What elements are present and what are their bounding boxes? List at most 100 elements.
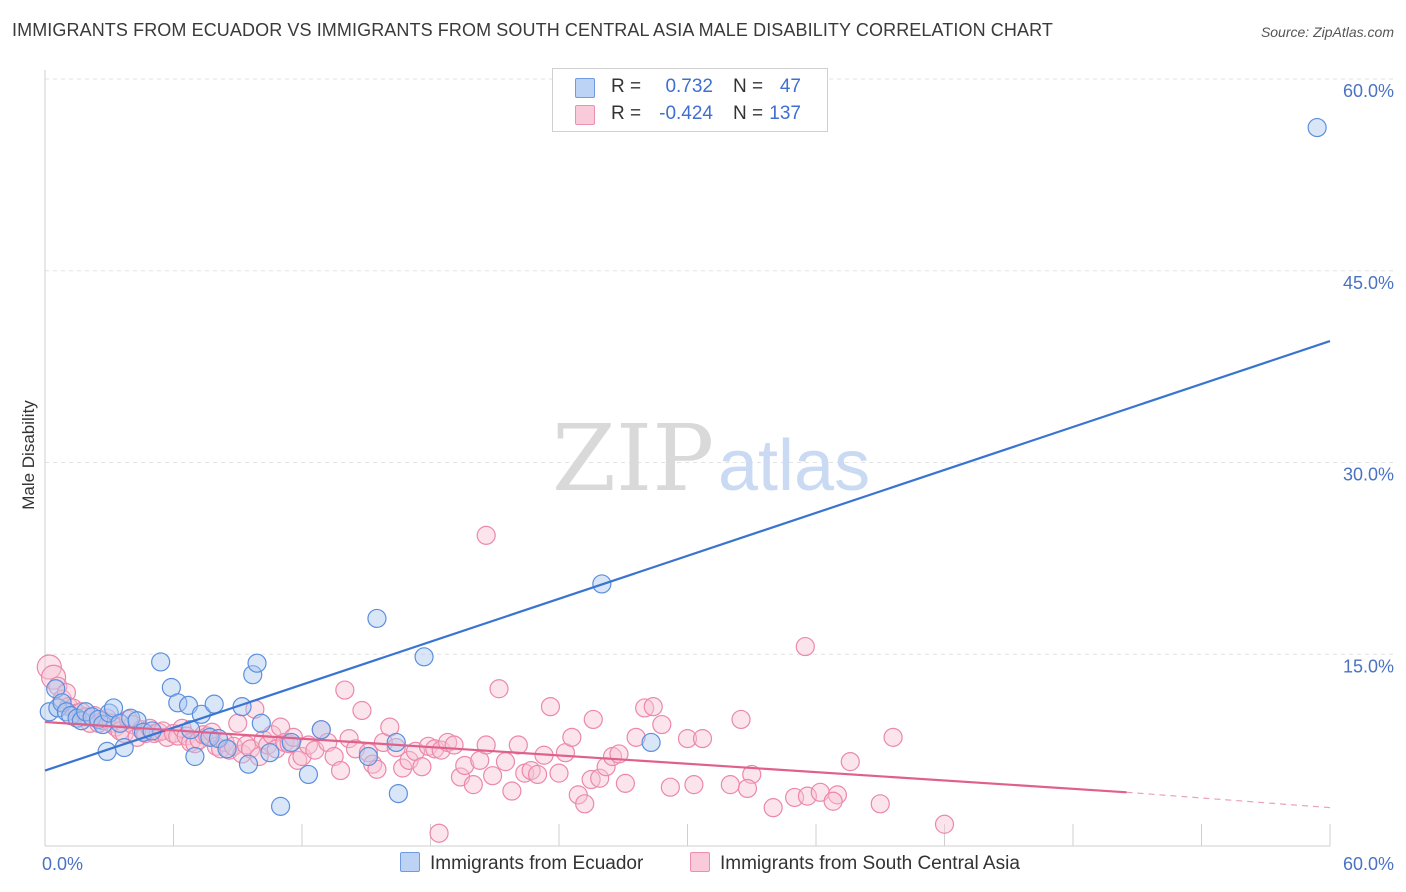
y-tick-label: 45.0% — [1343, 273, 1394, 293]
point-south-central-asia — [934, 814, 955, 834]
point-ecuador — [641, 732, 661, 753]
point-south-central-asia — [324, 746, 344, 767]
series-legend-south-central-asia: Immigrants from South Central Asia — [690, 852, 1020, 875]
trend-line-south-central-asia — [44, 720, 1127, 794]
point-south-central-asia — [412, 757, 432, 777]
grid — [45, 78, 1395, 655]
point-south-central-asia — [463, 775, 483, 795]
point-south-central-asia — [228, 713, 248, 733]
series-legend-ecuador: Immigrants from Ecuador — [400, 852, 643, 875]
point-ecuador — [311, 720, 331, 740]
stats-legend: R = 0.732 N = 47 R = -0.424 N = 137 — [552, 68, 828, 132]
point-south-central-asia — [626, 727, 646, 747]
chart-source: Source: ZipAtlas.com — [1260, 24, 1394, 40]
point-south-central-asia — [330, 760, 351, 781]
point-ecuador — [217, 739, 237, 759]
legend-r-value: 0.732 — [665, 76, 713, 97]
point-south-central-asia — [455, 755, 475, 776]
point-ecuador — [1307, 117, 1327, 138]
point-ecuador — [251, 713, 271, 733]
y-tick-label: 15.0% — [1343, 656, 1394, 676]
legend-swatch-ecuador — [575, 78, 595, 98]
point-south-central-asia — [36, 654, 62, 680]
point-ecuador — [247, 653, 267, 673]
point-ecuador — [243, 665, 263, 685]
point-south-central-asia — [502, 781, 522, 801]
legend-r-value: -0.424 — [659, 103, 713, 124]
point-south-central-asia — [795, 636, 815, 657]
point-ecuador — [204, 694, 224, 714]
point-ecuador — [185, 746, 205, 767]
point-south-central-asia — [883, 727, 903, 747]
y-axis-label: Male Disability — [19, 400, 38, 510]
point-ecuador — [367, 608, 387, 629]
series-swatch-south-central-asia — [690, 852, 710, 872]
point-south-central-asia — [652, 714, 672, 735]
point-south-central-asia — [763, 798, 783, 818]
point-south-central-asia — [335, 680, 355, 700]
chart-title: IMMIGRANTS FROM ECUADOR VS IMMIGRANTS FR… — [12, 20, 1053, 40]
point-south-central-asia — [575, 794, 595, 814]
x-tick-marks — [173, 824, 1331, 846]
legend-row-south-central-asia: R = -0.424 N = 137 — [553, 101, 827, 127]
point-south-central-asia — [483, 766, 503, 786]
series-name-ecuador: Immigrants from Ecuador — [430, 853, 644, 874]
point-south-central-asia — [352, 700, 372, 721]
point-south-central-asia — [840, 752, 860, 772]
point-ecuador — [388, 783, 408, 804]
point-south-central-asia — [737, 778, 758, 799]
point-south-central-asia — [615, 773, 635, 793]
point-ecuador — [127, 711, 147, 731]
watermark-zip: ZIP — [552, 405, 714, 512]
point-south-central-asia — [583, 709, 603, 730]
point-south-central-asia — [429, 823, 449, 843]
series-swatch-ecuador — [400, 852, 420, 872]
point-south-central-asia — [489, 679, 509, 699]
y-tick-labels: 15.0% 30.0% 45.0% 60.0% — [1343, 81, 1394, 676]
point-south-central-asia — [660, 777, 680, 797]
legend-n-value: 47 — [779, 76, 801, 97]
point-south-central-asia — [684, 775, 704, 795]
point-south-central-asia — [40, 664, 67, 690]
point-ecuador — [151, 652, 171, 672]
point-ecuador — [414, 647, 434, 667]
point-south-central-asia — [823, 791, 843, 811]
point-ecuador — [260, 743, 280, 763]
point-south-central-asia — [386, 737, 406, 758]
point-ecuador — [298, 764, 319, 785]
point-ecuador — [281, 732, 301, 753]
point-south-central-asia — [540, 697, 561, 717]
legend-r-label: R = — [611, 76, 642, 97]
trend-line-ecuador — [44, 340, 1331, 772]
legend-swatch-south-central-asia — [575, 105, 595, 125]
point-ecuador — [270, 796, 291, 816]
point-south-central-asia — [692, 729, 713, 749]
point-south-central-asia — [393, 758, 413, 778]
point-south-central-asia — [495, 752, 516, 772]
point-ecuador — [181, 720, 201, 740]
data-points — [36, 117, 1327, 843]
point-south-central-asia — [797, 786, 818, 806]
point-south-central-asia — [270, 717, 291, 737]
point-south-central-asia — [527, 764, 548, 785]
y-tick-label: 60.0% — [1343, 81, 1394, 101]
point-south-central-asia — [720, 775, 740, 795]
x-tick-label-min: 0.0% — [42, 854, 83, 874]
point-ecuador — [46, 679, 66, 699]
point-south-central-asia — [731, 709, 751, 730]
legend-n-label: N = — [733, 103, 764, 124]
point-south-central-asia — [444, 735, 464, 755]
point-south-central-asia — [476, 525, 496, 545]
point-south-central-asia — [590, 768, 610, 788]
point-south-central-asia — [431, 740, 451, 760]
point-ecuador — [386, 732, 406, 753]
point-south-central-asia — [870, 794, 890, 814]
legend-n-value: 137 — [769, 103, 801, 124]
point-ecuador — [238, 754, 259, 774]
point-south-central-asia — [549, 763, 569, 783]
trend-line-extension-south-central-asia — [1126, 791, 1331, 809]
series-name-south-central-asia: Immigrants from South Central Asia — [720, 853, 1020, 874]
point-south-central-asia — [677, 729, 698, 749]
point-ecuador — [358, 746, 378, 767]
